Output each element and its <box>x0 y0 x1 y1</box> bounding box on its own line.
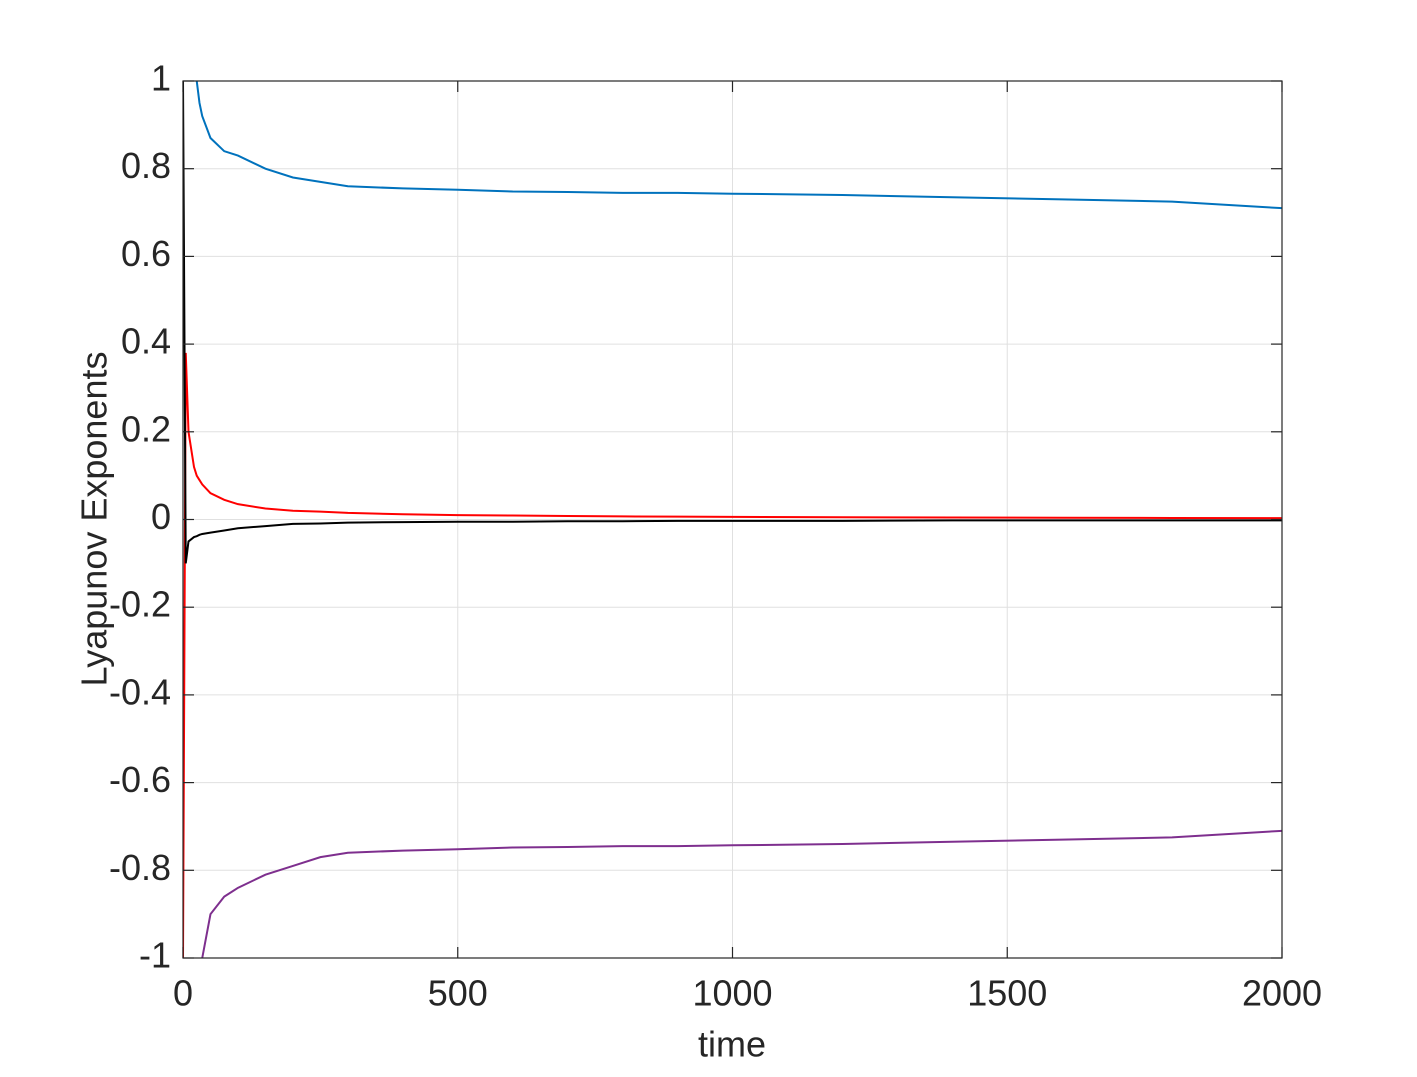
x-axis-label: time <box>698 1024 766 1065</box>
y-tick-label: 1 <box>151 58 171 99</box>
x-tick-label: 1500 <box>967 973 1047 1014</box>
series-line <box>183 352 1282 958</box>
series-line <box>201 829 1282 958</box>
y-axis-label: Lyapunov Exponents <box>74 352 115 687</box>
series-line <box>195 81 1282 210</box>
y-tick-label: -1 <box>139 935 171 976</box>
y-tick-label: -0.6 <box>109 759 171 800</box>
x-tick-label: 1000 <box>692 973 772 1014</box>
y-tick-label: 0.2 <box>121 408 171 449</box>
series-line <box>183 81 1282 564</box>
x-tick-label: 2000 <box>1242 973 1322 1014</box>
lines <box>183 81 1282 958</box>
x-tick-label: 500 <box>428 973 488 1014</box>
y-tick-label: 0.4 <box>121 321 171 362</box>
y-tick-label: -0.8 <box>109 847 171 888</box>
y-tick-label: 0.8 <box>121 145 171 186</box>
x-tick-label: 0 <box>173 973 193 1014</box>
y-tick-label: -0.2 <box>109 584 171 625</box>
y-tick-label: -0.4 <box>109 671 171 712</box>
y-tick-label: 0 <box>151 496 171 537</box>
y-tick-label: 0.6 <box>121 233 171 274</box>
